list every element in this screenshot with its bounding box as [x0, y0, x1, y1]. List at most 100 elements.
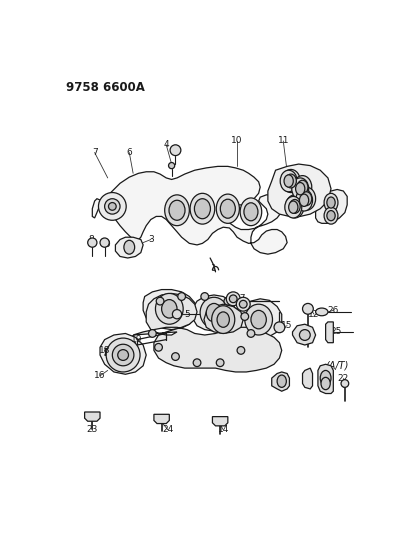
Polygon shape	[143, 289, 197, 329]
Circle shape	[106, 338, 140, 372]
Ellipse shape	[244, 304, 272, 335]
Polygon shape	[267, 164, 330, 216]
Text: 6: 6	[126, 148, 132, 157]
Polygon shape	[133, 294, 281, 372]
Ellipse shape	[295, 182, 304, 195]
Circle shape	[156, 297, 164, 305]
Circle shape	[148, 329, 156, 337]
Text: 9758 6600A: 9758 6600A	[66, 81, 145, 94]
Circle shape	[88, 238, 97, 247]
Text: (A/T): (A/T)	[325, 361, 348, 371]
Ellipse shape	[320, 377, 329, 390]
Circle shape	[100, 238, 109, 247]
Circle shape	[229, 295, 236, 303]
Circle shape	[178, 293, 185, 301]
Text: 10: 10	[231, 136, 242, 146]
Text: 17: 17	[235, 294, 246, 303]
Ellipse shape	[292, 175, 311, 199]
Circle shape	[98, 192, 126, 220]
Ellipse shape	[243, 203, 257, 221]
Circle shape	[108, 203, 116, 210]
Circle shape	[172, 310, 181, 319]
Polygon shape	[317, 364, 333, 393]
Circle shape	[200, 293, 208, 301]
Circle shape	[168, 163, 174, 168]
Circle shape	[236, 297, 249, 311]
Text: 26: 26	[327, 306, 338, 315]
Text: 23: 23	[86, 425, 98, 434]
Polygon shape	[302, 368, 312, 389]
Text: 15: 15	[281, 321, 292, 330]
Ellipse shape	[190, 193, 214, 224]
Polygon shape	[203, 304, 243, 334]
Circle shape	[299, 329, 310, 341]
Ellipse shape	[169, 200, 184, 220]
Ellipse shape	[220, 199, 235, 218]
Text: 24: 24	[162, 425, 173, 434]
Circle shape	[170, 145, 180, 156]
Ellipse shape	[206, 303, 221, 322]
Ellipse shape	[283, 175, 292, 187]
Ellipse shape	[315, 308, 327, 316]
Text: 18: 18	[99, 346, 110, 355]
Ellipse shape	[291, 178, 308, 199]
Text: 5: 5	[184, 310, 189, 319]
Polygon shape	[100, 334, 146, 374]
Ellipse shape	[285, 195, 303, 218]
Text: 21: 21	[319, 374, 330, 383]
Polygon shape	[315, 189, 346, 223]
Circle shape	[171, 353, 179, 360]
Text: 4: 4	[163, 140, 169, 149]
Text: 25: 25	[329, 327, 340, 336]
Circle shape	[154, 343, 162, 351]
Circle shape	[273, 322, 284, 333]
Ellipse shape	[300, 192, 311, 206]
Circle shape	[247, 329, 254, 337]
Ellipse shape	[281, 169, 299, 192]
Ellipse shape	[276, 375, 285, 387]
Ellipse shape	[297, 187, 315, 210]
Ellipse shape	[326, 197, 334, 208]
Polygon shape	[84, 412, 100, 421]
Ellipse shape	[285, 174, 296, 188]
Text: 7: 7	[92, 148, 97, 157]
Text: 9: 9	[105, 240, 110, 249]
Ellipse shape	[164, 195, 189, 225]
Ellipse shape	[200, 297, 227, 328]
Text: 1: 1	[211, 263, 216, 272]
Text: 12: 12	[308, 310, 319, 319]
Circle shape	[236, 346, 244, 354]
Ellipse shape	[194, 199, 210, 219]
Ellipse shape	[323, 193, 337, 212]
Polygon shape	[292, 324, 315, 345]
Ellipse shape	[211, 306, 234, 334]
Text: 13: 13	[296, 327, 308, 336]
Circle shape	[340, 379, 348, 387]
Ellipse shape	[299, 194, 308, 206]
Ellipse shape	[124, 240, 134, 254]
Circle shape	[216, 359, 223, 367]
Ellipse shape	[289, 199, 299, 213]
Circle shape	[223, 297, 231, 305]
Circle shape	[193, 359, 200, 367]
Text: 20: 20	[301, 374, 313, 383]
Circle shape	[239, 301, 247, 308]
Ellipse shape	[284, 196, 301, 218]
Ellipse shape	[279, 170, 297, 192]
Ellipse shape	[295, 189, 312, 211]
Text: 3: 3	[148, 235, 153, 244]
Polygon shape	[192, 295, 235, 331]
Circle shape	[117, 350, 128, 360]
Ellipse shape	[216, 312, 229, 327]
Polygon shape	[325, 322, 333, 343]
Text: 11: 11	[277, 136, 288, 146]
Text: 2: 2	[278, 383, 284, 392]
Ellipse shape	[288, 201, 297, 213]
Circle shape	[112, 344, 134, 366]
Ellipse shape	[240, 198, 261, 225]
Circle shape	[240, 313, 248, 320]
Circle shape	[302, 303, 312, 314]
Polygon shape	[92, 166, 286, 254]
Ellipse shape	[297, 180, 307, 194]
Polygon shape	[115, 237, 143, 258]
